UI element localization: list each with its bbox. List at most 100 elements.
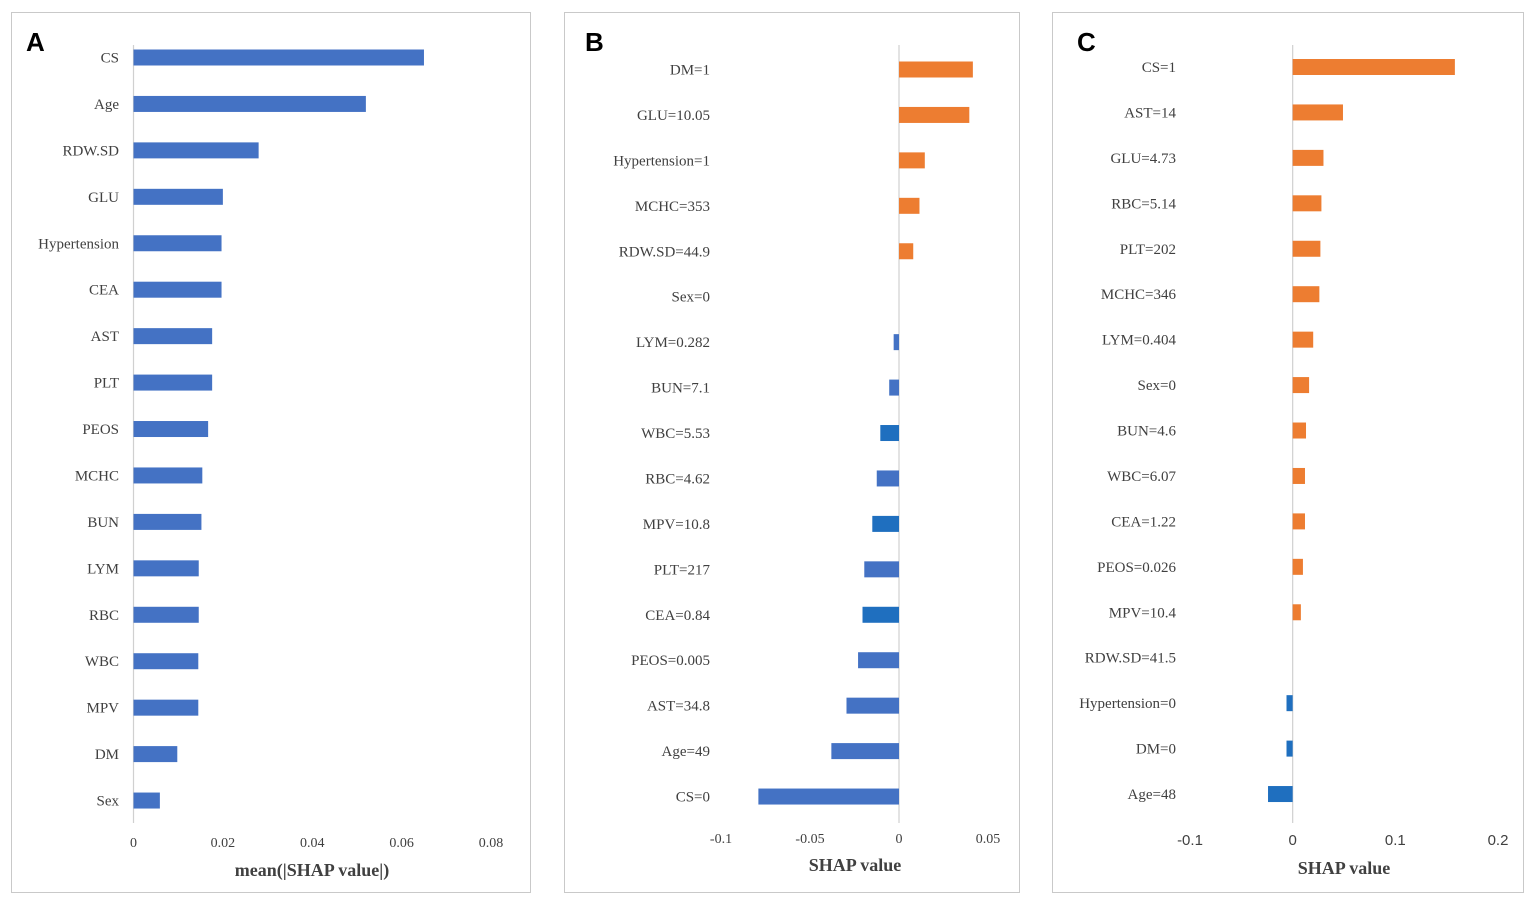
bar-peos-0-005 [858,652,899,669]
bar-dm-1 [899,61,973,78]
category-label: BUN [87,515,119,531]
x-axis-title: SHAP value [809,855,902,875]
category-label: GLU [88,190,119,206]
bar-sex-0 [1292,377,1310,394]
bar-mchc [133,467,203,484]
category-label: MPV=10.4 [1109,605,1177,621]
bar-plt-217 [864,561,899,578]
bar-hypertension [133,235,222,252]
category-label: MCHC=353 [635,199,710,215]
category-label: PLT [94,376,119,392]
panel-c-letter: C [1077,27,1096,57]
bar-lym-0-282 [893,334,899,351]
category-label: WBC=6.07 [1107,469,1176,485]
bar-mpv [133,699,199,716]
category-label: LYM=0.404 [1102,333,1177,349]
x-tick-label: 0 [896,832,903,847]
bar-age-49 [831,743,899,760]
bar-rbc-5-14 [1292,195,1322,212]
panel-a: A [11,12,531,893]
category-label: Hypertension [38,236,119,252]
category-label: RBC=5.14 [1111,196,1176,212]
panel-a-letter: A [26,27,45,57]
category-label: AST=34.8 [647,699,710,715]
bar-dm-0 [1286,740,1293,757]
bar-dm [133,746,178,763]
category-label: MPV=10.8 [643,517,710,533]
x-tick-label: 0 [1288,832,1296,849]
x-tick-label: 0.06 [389,836,414,851]
bar-age [133,95,366,112]
category-label: Sex=0 [672,290,710,306]
category-label: CEA=1.22 [1111,514,1176,530]
bar-cs [133,49,424,66]
x-tick-label: -0.05 [795,832,824,847]
bar-mpv-10-8 [872,515,899,532]
category-label: Age [94,97,119,113]
chart-c: CS=1 AST=14 GLU=4.73 RBC=5.14 PLT=202 MCHC=34… [1079,45,1508,878]
category-label: Sex=0 [1138,378,1176,394]
category-label: WBC [85,654,119,670]
bar-lym [133,560,199,577]
category-label: WBC=5.53 [641,426,710,442]
bar-mpv-10-4 [1292,604,1301,621]
x-axis-title: SHAP value [1298,858,1391,878]
x-tick-label: -0.1 [1177,832,1203,849]
category-label: Hypertension=0 [1079,696,1176,712]
bar-rbc-4-62 [876,470,899,487]
category-label: MCHC [75,468,119,484]
category-label: MPV [86,701,119,717]
bar-cea-1-22 [1292,513,1305,530]
category-label: CS=1 [1142,60,1176,76]
panel-b-letter: B [585,27,604,57]
bar-glu-4-73 [1292,149,1324,166]
category-label: PEOS=0.005 [631,653,710,669]
x-axis-title: mean(|SHAP value|) [235,860,389,881]
bar-wbc [133,653,199,670]
bar-hypertension-1 [899,152,925,169]
category-label: BUN=4.6 [1117,424,1176,440]
category-label: Hypertension=1 [613,153,710,169]
bar-ast-34-8 [846,697,899,714]
x-tick-label: 0.08 [479,836,504,851]
bar-peos-0-026 [1292,558,1303,575]
bar-lym-0-404 [1292,331,1314,348]
bar-plt [133,374,213,391]
category-label: RDW.SD=44.9 [619,244,710,260]
category-label: DM [95,747,119,763]
panel-b: B [564,12,1020,893]
category-label: CS=0 [676,790,710,806]
category-label: CS [101,51,119,67]
category-label: CEA [89,283,119,299]
bar-age-48 [1268,786,1293,803]
bar-bun-7-1 [889,379,899,396]
x-tick-label: 0.1 [1385,832,1406,849]
category-label: PEOS [82,422,119,438]
category-label: GLU=10.05 [637,108,710,124]
chart-a: CS Age RDW.SD GLU Hypertension CEA AST PLT PEOS M… [38,45,503,881]
category-label: BUN=7.1 [651,381,710,397]
bar-cs-0 [758,788,899,805]
category-label: PLT=202 [1120,242,1176,258]
x-tick-label: 0 [130,836,137,851]
category-label: RDW.SD [62,143,119,159]
category-label: GLU=4.73 [1110,151,1176,167]
category-label: DM=0 [1136,742,1176,758]
bar-mchc-353 [899,197,920,214]
bar-rdw-sd-44-9 [899,243,914,260]
bar-plt-202 [1292,240,1321,257]
category-label: PLT=217 [654,562,711,578]
x-tick-label: 0.2 [1488,832,1509,849]
bar-hypertension-0 [1286,695,1293,712]
category-label: Age=49 [662,744,710,760]
bar-wbc-6-07 [1292,467,1305,484]
x-tick-label: -0.1 [710,832,732,847]
bar-bun [133,513,202,530]
bar-sex [133,792,160,809]
bar-cs-1 [1292,59,1455,75]
category-label: AST=14 [1124,105,1176,121]
bar-wbc-5-53 [880,425,899,442]
category-label: RBC=4.62 [645,471,710,487]
category-label: CEA=0.84 [645,608,710,624]
